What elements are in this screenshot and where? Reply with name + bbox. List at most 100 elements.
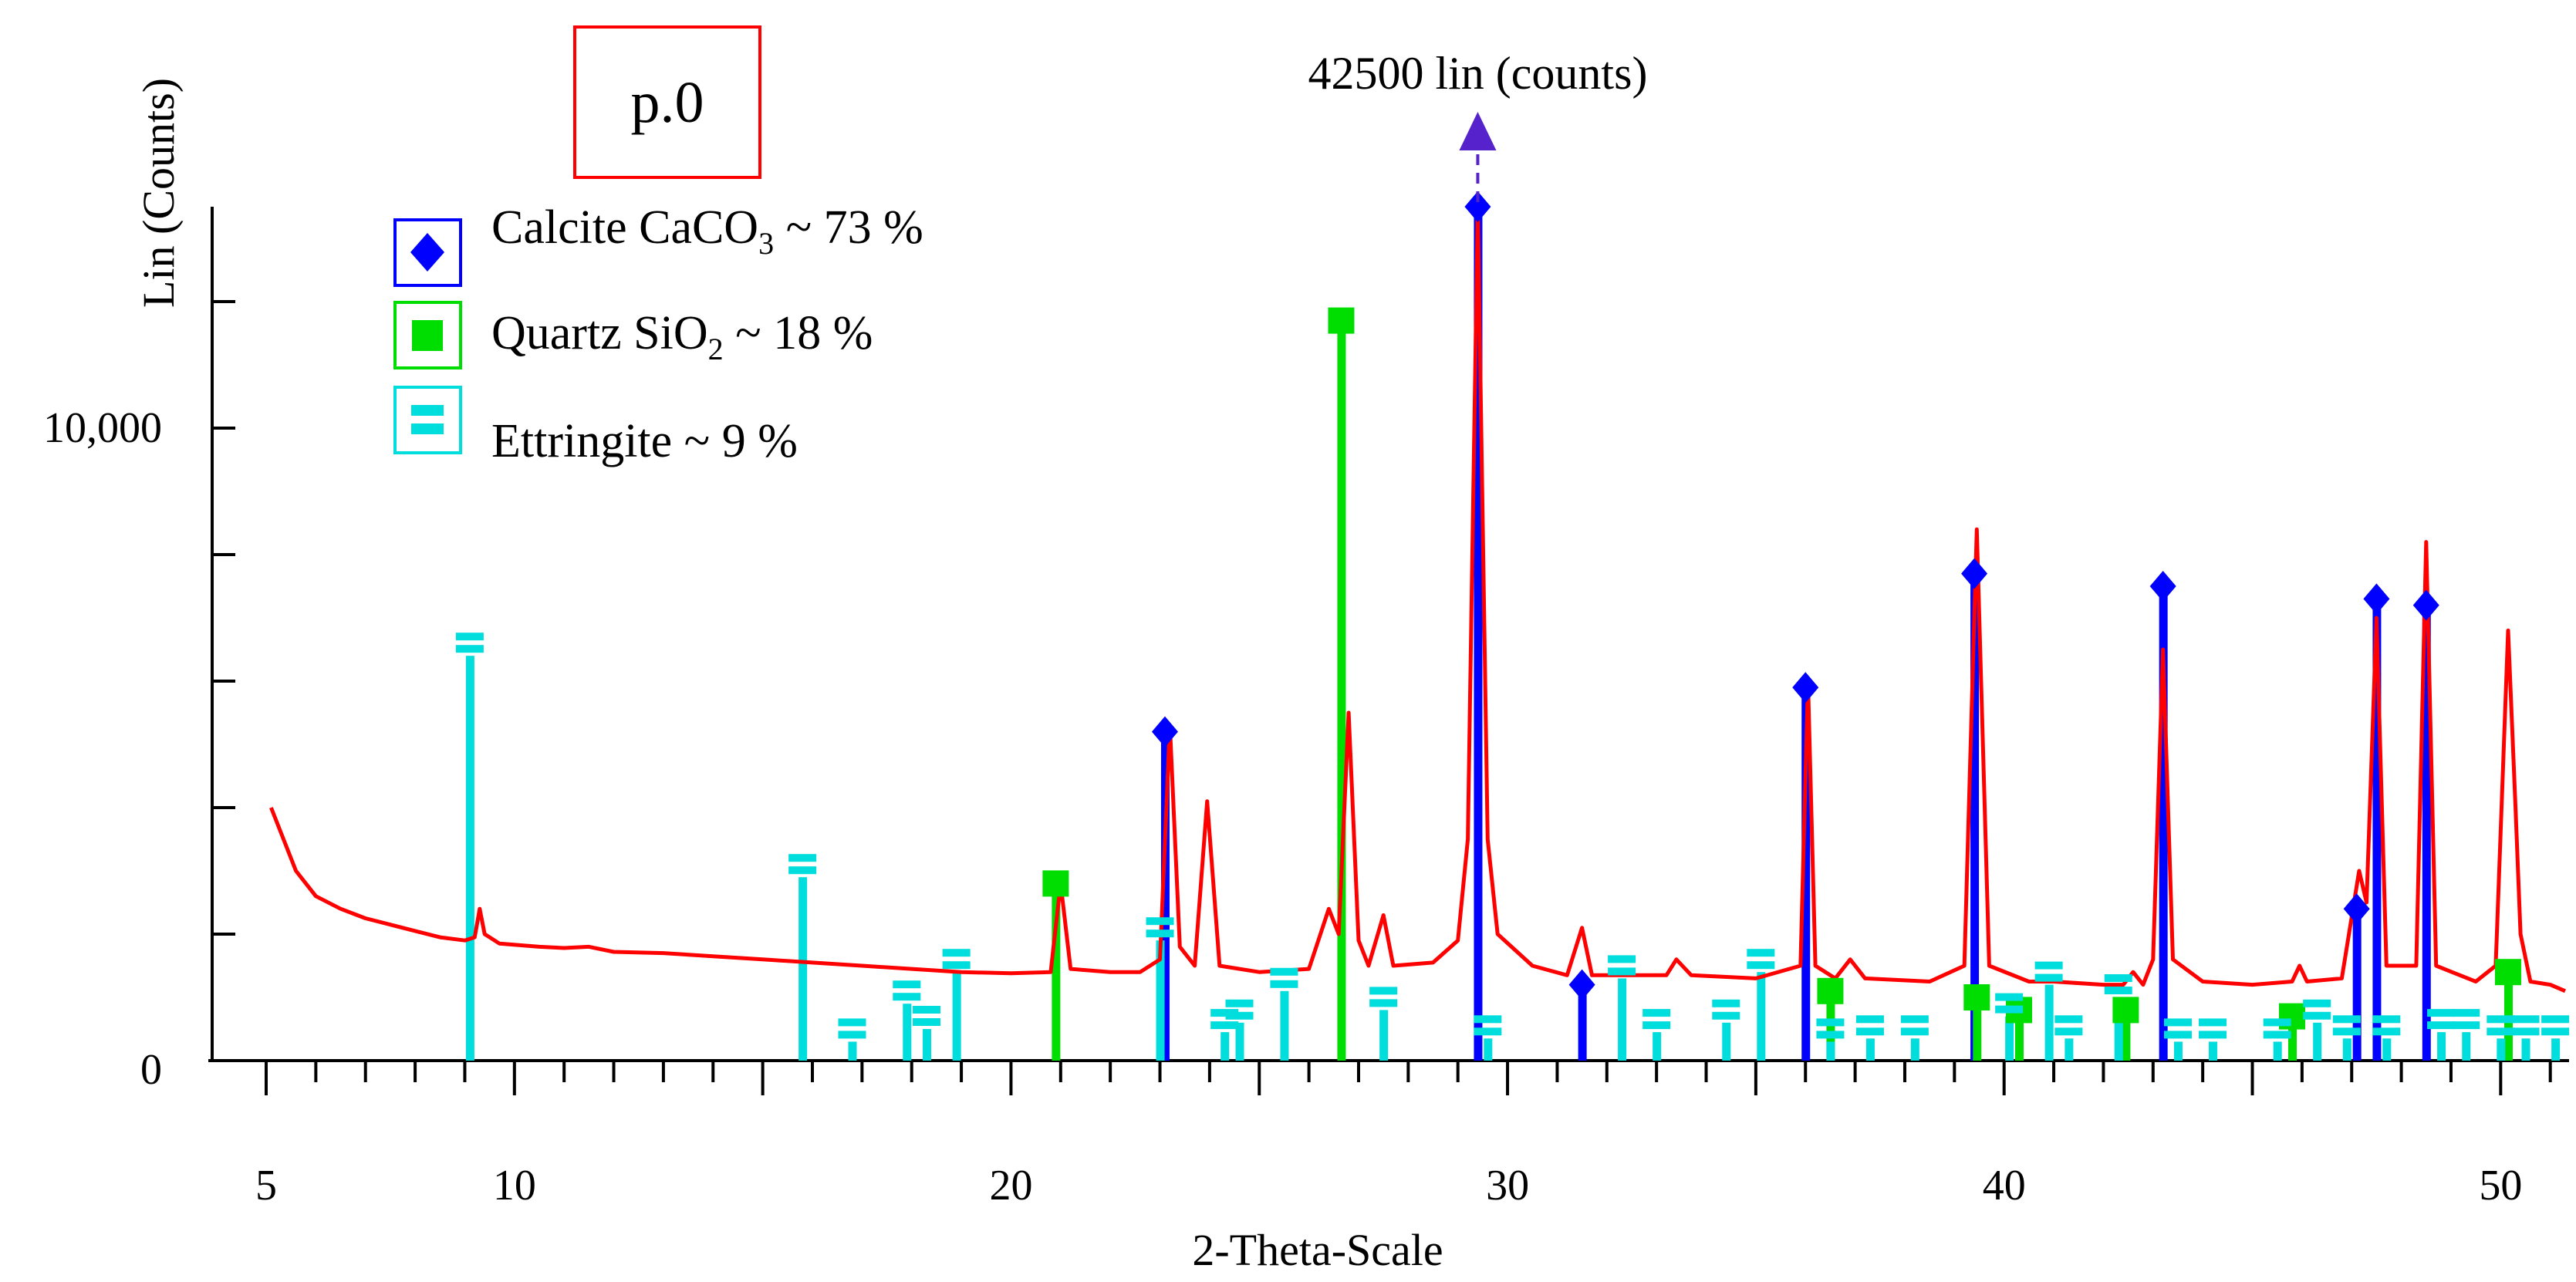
ettringite-stick — [465, 656, 474, 1061]
legend-label-calcite: Calcite CaCO3 ~ 73 % — [491, 201, 923, 261]
ettringite-stick — [848, 1041, 857, 1061]
calcite-swatch-box — [393, 218, 462, 287]
ettringite-stick — [2521, 1038, 2530, 1061]
ettringite-stick — [952, 972, 961, 1061]
ettringite-stick — [2065, 1038, 2074, 1061]
calcite-marker — [2343, 893, 2370, 925]
ettringite-stick — [798, 877, 808, 1061]
ettringite-stick — [2551, 1038, 2561, 1061]
quartz-stick — [1337, 320, 1346, 1061]
ettringite-stick — [903, 1004, 912, 1061]
y-tick-label: 10,000 — [43, 404, 162, 452]
ettringite-marker — [1642, 1009, 1671, 1017]
ettringite-marker — [2372, 1015, 2401, 1024]
calcite-stick — [1970, 573, 1980, 1061]
ettringite-marker — [1146, 917, 1174, 926]
calcite-marker — [2412, 589, 2439, 621]
ettringite-marker — [1225, 1011, 1254, 1020]
annotation-arrow — [1459, 112, 1497, 207]
x-tick-label: 50 — [2479, 1162, 2522, 1209]
ettringite-marker — [1369, 999, 1398, 1007]
quartz-marker — [1328, 307, 1355, 334]
ettringite-marker — [1608, 955, 1636, 963]
ettringite-stick — [2342, 1038, 2351, 1061]
ettringite-stick — [923, 1029, 932, 1061]
quartz-marker — [2112, 997, 2139, 1024]
ettringite-marker — [838, 1031, 866, 1039]
ettringite-stick — [1235, 1022, 1244, 1061]
ettringite-marker — [893, 980, 921, 989]
ettringite-stick — [2173, 1041, 2183, 1061]
y-tick-label: 0 — [140, 1046, 162, 1094]
calcite-marker — [1151, 716, 1178, 747]
x-tick-label: 5 — [255, 1162, 277, 1209]
series-layer — [269, 204, 2566, 994]
ettringite-marker — [2487, 1027, 2515, 1036]
ettringite-marker — [2199, 1018, 2227, 1027]
legend-item-calcite: Calcite CaCO3 ~ 73 % — [393, 201, 923, 287]
ettringite-swatch-box — [393, 386, 462, 454]
quartz-marker — [1817, 977, 1844, 1004]
ettringite-stick — [1757, 972, 1766, 1061]
calcite-stick — [2372, 599, 2382, 1061]
quartz-marker — [1963, 984, 1990, 1010]
ettringite-marker — [2303, 999, 2331, 1007]
ettringite-marker — [788, 854, 817, 862]
ettringite-marker — [1146, 929, 1174, 938]
ettringite-stick — [1826, 1041, 1835, 1061]
quartz-stick — [2122, 1010, 2131, 1061]
quartz-stick — [2288, 1016, 2297, 1061]
ettringite-marker — [2104, 987, 2132, 994]
quartz-square-icon — [412, 320, 443, 351]
sample-label-box — [573, 25, 761, 179]
calcite-stick — [2352, 909, 2362, 1061]
ettringite-marker — [2163, 1031, 2192, 1039]
ettringite-marker — [1270, 967, 1298, 976]
ettringite-marker — [2263, 1018, 2291, 1027]
ettringite-marker — [1747, 961, 1775, 970]
ettringite-marker — [1369, 987, 1398, 995]
ettringite-marker — [2427, 1009, 2456, 1017]
phase-sticks — [465, 207, 2561, 1061]
ettringite-marker — [2104, 974, 2132, 982]
x-tick-label: 20 — [989, 1162, 1032, 1209]
x-tick-label: 30 — [1486, 1162, 1529, 1209]
x-axis-title: 2-Theta-Scale — [1192, 1225, 1443, 1275]
ettringite-marker — [1855, 1015, 1884, 1024]
ettringite-marker — [2511, 1027, 2540, 1036]
ettringite-marker — [1225, 999, 1254, 1007]
legend-label-quartz: Quartz SiO2 ~ 18 % — [491, 307, 873, 366]
ettringite-marker — [1270, 980, 1298, 988]
y-axis-title: Lin (Counts) — [133, 78, 184, 308]
series-line — [269, 204, 2566, 994]
ettringite-marker — [1608, 967, 1636, 976]
calcite-stick — [1474, 207, 1483, 1061]
x-tick-label: 10 — [493, 1162, 536, 1209]
quartz-marker — [2494, 959, 2521, 986]
ettringite-bar-icon — [411, 405, 444, 416]
calcite-diamond-icon — [410, 233, 444, 272]
ettringite-marker — [2511, 1015, 2540, 1024]
ettringite-marker — [1900, 1027, 1929, 1036]
legend-item-quartz: Quartz SiO2 ~ 18 % — [393, 301, 873, 369]
sample-label: p.0 — [631, 70, 704, 135]
ettringite-marker — [1474, 1027, 1502, 1036]
x-tick-label: 40 — [1983, 1162, 2026, 1209]
ettringite-stick — [1220, 1032, 1230, 1061]
ettringite-stick — [2044, 984, 2054, 1061]
quartz-stick — [1973, 997, 1982, 1061]
ettringite-stick — [1280, 990, 1289, 1061]
ettringite-stick — [1379, 1010, 1389, 1061]
ettringite-marker — [1474, 1015, 1502, 1024]
ettringite-marker — [455, 645, 484, 653]
calcite-marker — [2363, 583, 2390, 615]
ettringite-marker — [942, 961, 971, 970]
ettringite-marker — [2452, 1021, 2480, 1030]
ettringite-marker — [788, 866, 817, 875]
ettringite-marker — [1995, 1005, 2024, 1014]
ettringite-marker — [2372, 1027, 2401, 1036]
ettringite-stick — [1156, 940, 1165, 1061]
ettringite-stick — [2273, 1041, 2282, 1061]
ettringite-stick — [2437, 1032, 2446, 1061]
ettringite-marker — [1712, 1011, 1740, 1020]
